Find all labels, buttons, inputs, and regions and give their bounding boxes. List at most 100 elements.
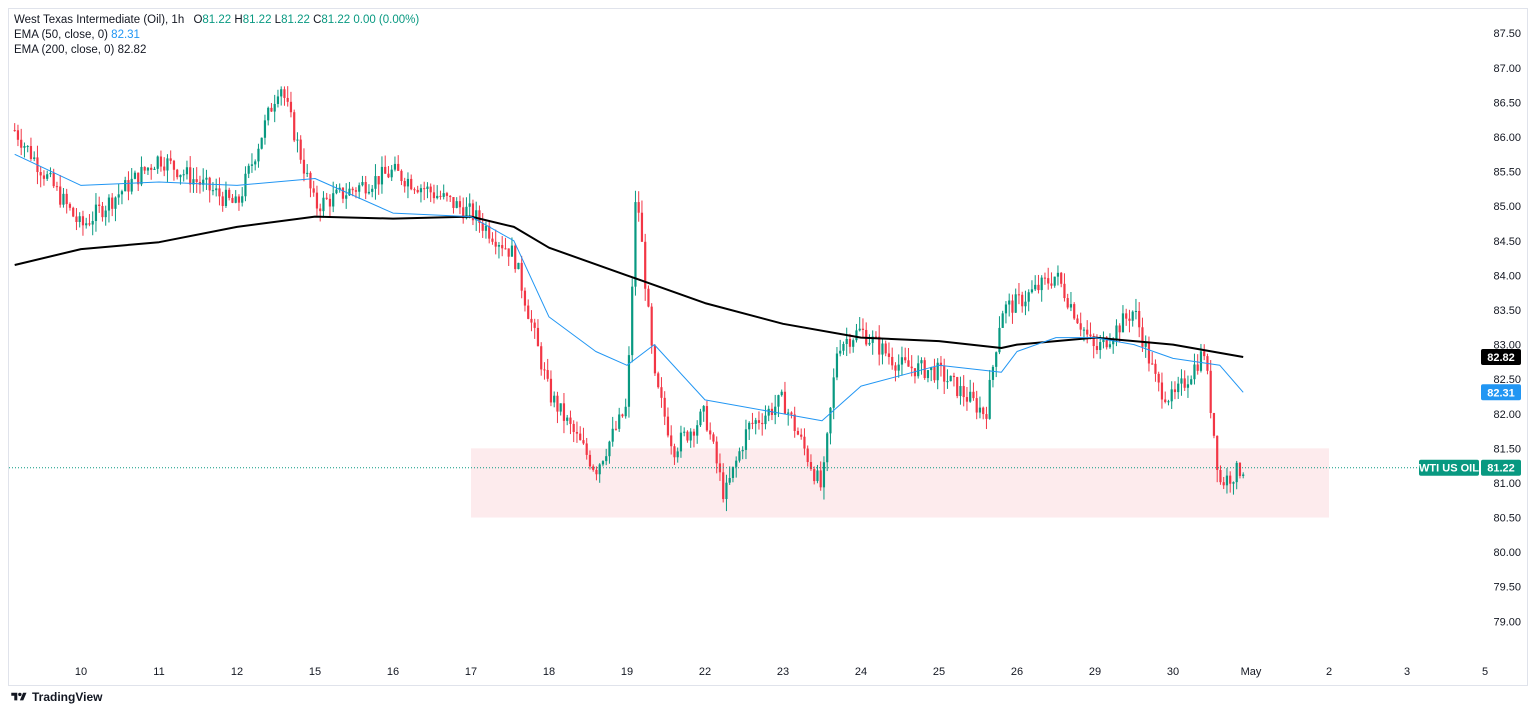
candle-body [140,166,143,185]
candle-body [858,328,861,331]
candle-body [731,466,735,478]
candle-body [445,193,449,196]
candle-body [176,169,179,178]
candle-body [725,482,728,500]
candle-body [634,202,637,287]
candle-body [839,350,842,354]
candle-body [354,190,358,192]
candle-body [748,422,751,430]
candle-body [400,170,403,182]
candle-body [390,169,393,178]
candle-body [449,195,452,198]
candle-body [1121,313,1125,333]
candle-body [988,379,991,419]
candle-body [1219,469,1222,483]
candle-body [1040,277,1043,291]
candle-body [491,238,494,242]
legend-ema200-value: 82.82 [117,44,147,56]
svg-text:WTI US OIL: WTI US OIL [1419,463,1479,475]
candle-body [497,245,501,247]
x-tick-label: May [1241,666,1262,678]
candle-body [462,207,465,219]
candle-body [478,210,481,223]
candle-body [910,366,913,369]
candle-body [829,407,832,434]
candle-body [884,343,887,354]
candle-body [260,137,263,149]
candle-body [1001,313,1004,328]
candle-body [273,103,276,112]
candle-body [891,356,894,366]
candle-body [907,360,910,367]
candle-body [946,381,949,383]
symbol-name-badge: WTI US OIL [1419,459,1479,476]
legend-ema200-label: EMA (200, close, 0) [14,44,115,56]
candle-body [536,327,540,347]
candle-body [683,431,686,433]
candle-body [215,188,218,191]
candle-body [257,148,260,162]
candle-body [822,462,826,488]
candle-body [1115,325,1118,340]
legend-change: 0.00 (0.00%) [353,14,420,26]
legend-ema200-row[interactable]: EMA (200, close, 0) 82.82 [14,43,419,58]
legend-ema50-row[interactable]: EMA (50, close, 0) 82.31 [14,28,419,43]
candle-body [1164,399,1167,402]
x-tick-label: 5 [1482,666,1488,678]
candle-body [1092,336,1095,347]
candle-body [679,432,683,452]
y-tick-label: 79.50 [1493,582,1521,594]
candle-body [676,451,679,458]
candle-body [520,262,523,291]
y-tick-label: 83.50 [1493,305,1521,317]
price-chart[interactable]: 87.50 87.00 86.50 86.00 85.50 85.00 84.50 84.00… [9,9,1529,687]
candle-body [159,156,163,167]
candle-body [137,172,140,185]
candle-body [855,330,858,341]
candle-body [1138,310,1141,328]
candle-body [627,355,631,407]
chart-frame[interactable]: 87.50 87.00 86.50 86.00 85.50 85.00 84.50 84.00… [8,8,1528,686]
candle-body [1056,272,1060,277]
candle-body [130,178,133,192]
candle-body [1099,342,1102,351]
candle-body [42,175,46,179]
candle-body [172,160,176,170]
candle-body [1199,351,1203,371]
candle-body [660,387,663,398]
candle-body [293,112,296,141]
candle-body [120,191,124,195]
x-tick-label: 15 [309,666,321,678]
candle-body [575,431,579,434]
candle-body [566,417,569,421]
candle-body [46,174,49,179]
candle-body [559,403,562,412]
candle-body [933,367,936,381]
y-tick-label: 85.00 [1493,201,1521,213]
candle-body [969,391,972,402]
candle-body [104,210,107,218]
candle-body [666,416,670,436]
candle-body [1222,482,1225,486]
y-tick-label: 85.50 [1493,167,1521,179]
candle-body [78,216,81,222]
x-tick-label: 19 [621,666,633,678]
candle-body [367,191,371,194]
candle-body [689,431,692,441]
candle-body [1160,382,1164,400]
tradingview-brand[interactable]: TradingView [10,690,102,704]
candle-body [608,441,611,457]
candle-body [790,412,793,415]
x-tick-label: 18 [543,666,555,678]
candle-body [488,225,491,239]
candle-body [1014,294,1017,313]
candle-body [247,165,250,174]
candle-body [442,193,445,197]
legend-open: 81.22 [202,14,232,26]
y-tick-label: 86.00 [1493,132,1521,144]
candle-body [722,472,725,500]
candle-body [351,188,354,191]
candle-body [436,195,439,199]
candle-body [1134,310,1138,312]
candle-body [1131,311,1134,321]
